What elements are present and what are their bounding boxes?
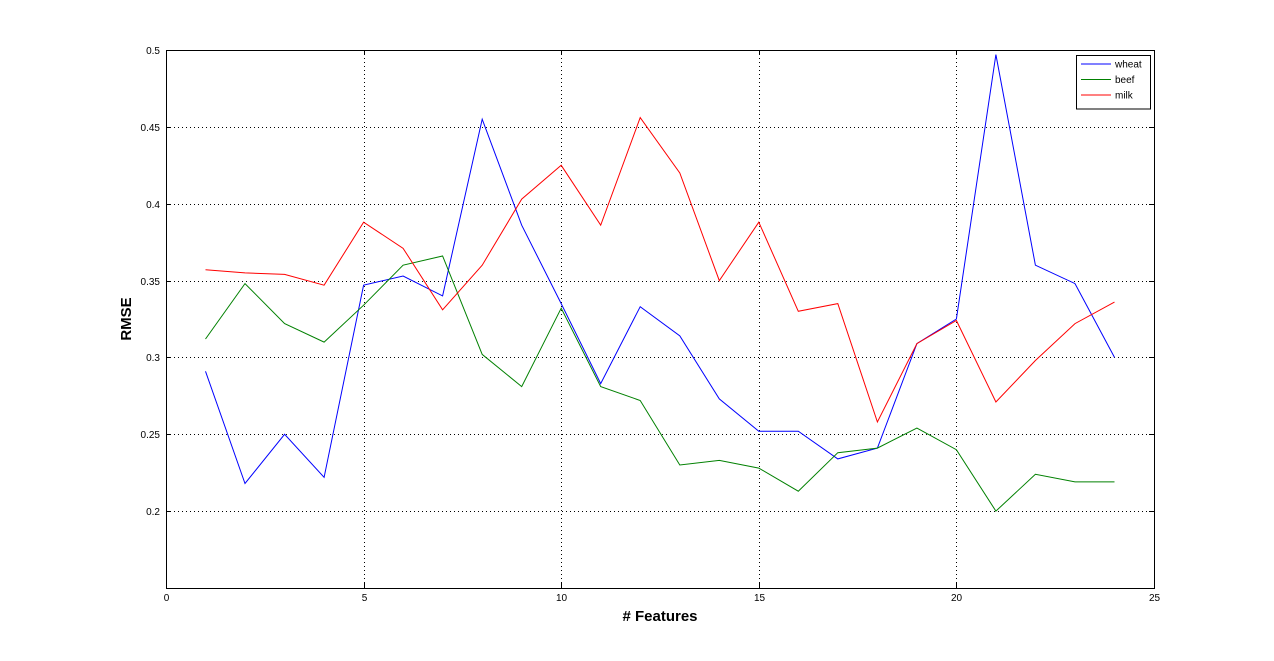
series-line-milk bbox=[205, 116, 1115, 424]
legend-label-milk: milk bbox=[1115, 91, 1134, 102]
axis-ticks bbox=[166, 50, 1155, 588]
series-line-wheat bbox=[205, 54, 1115, 485]
legend-label-wheat: wheat bbox=[1114, 60, 1142, 71]
series-layer bbox=[205, 54, 1115, 512]
x-tick-label: 0 bbox=[164, 593, 170, 604]
x-tick-label: 10 bbox=[556, 593, 568, 604]
y-tick-label: 0.35 bbox=[141, 277, 161, 288]
axes-frame bbox=[166, 50, 1155, 589]
tick-labels: 0 5 10 15 20 25 0.2 0.25 0.3 0.35 0.4 0.45 0.5 bbox=[141, 46, 1161, 604]
x-axis-label: # Features bbox=[622, 608, 697, 625]
x-tick-label: 20 bbox=[951, 593, 963, 604]
x-tick-label: 5 bbox=[362, 593, 368, 604]
x-tick-label: 25 bbox=[1149, 593, 1161, 604]
y-tick-label: 0.25 bbox=[141, 430, 161, 441]
plot-area bbox=[166, 50, 1154, 588]
legend: wheat beef milk bbox=[1076, 55, 1151, 110]
legend-label-beef: beef bbox=[1115, 75, 1135, 86]
series-line-beef bbox=[205, 255, 1115, 512]
x-tick-label: 15 bbox=[754, 593, 766, 604]
y-tick-label: 0.5 bbox=[146, 46, 160, 57]
y-axis-label: RMSE bbox=[118, 297, 135, 340]
y-tick-label: 0.2 bbox=[146, 507, 160, 518]
y-tick-label: 0.3 bbox=[146, 353, 160, 364]
y-tick-label: 0.45 bbox=[141, 123, 161, 134]
y-tick-label: 0.4 bbox=[146, 200, 160, 211]
legend-box bbox=[1076, 55, 1151, 110]
